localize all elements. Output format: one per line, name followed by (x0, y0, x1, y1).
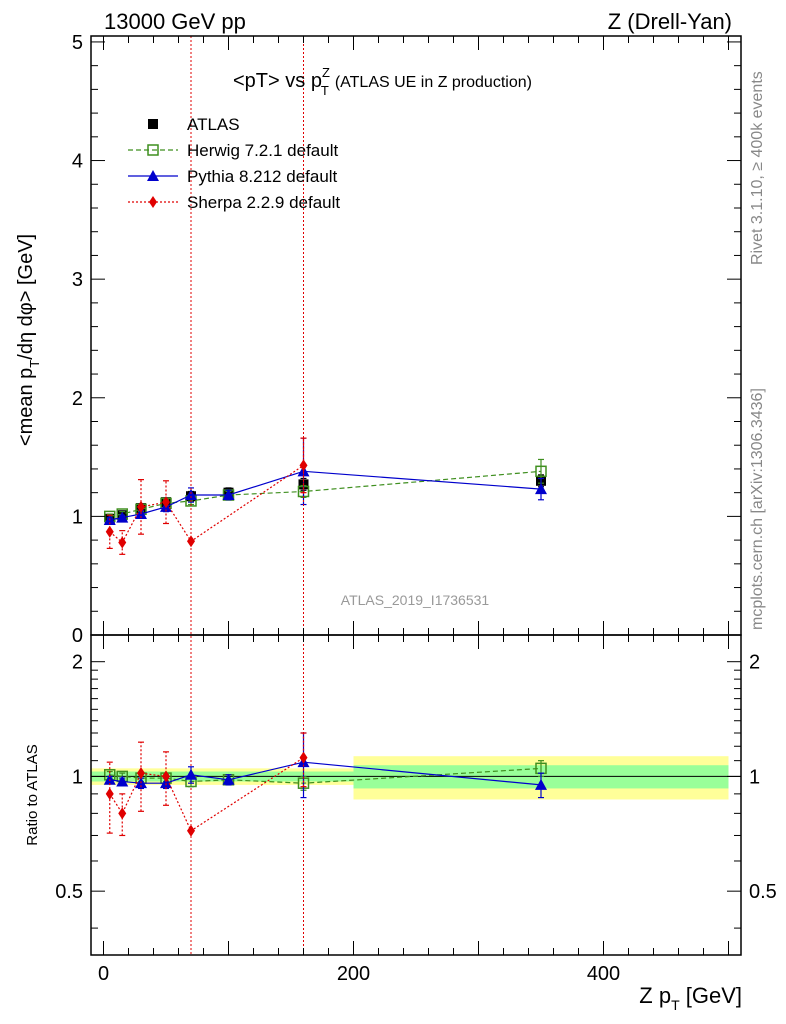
vertical-markers (190, 36, 304, 955)
ratio-y-tick-label-left: 2 (72, 652, 83, 674)
data-point (535, 778, 547, 790)
series-line-pythia (109, 470, 542, 521)
legend-marker-sherpa (149, 196, 157, 208)
series-pythia (103, 437, 547, 525)
plot-title-desc: (ATLAS UE in Z production) (335, 74, 532, 91)
header-right: Z (Drell-Yan) (608, 9, 732, 34)
data-point (116, 511, 129, 523)
y-tick-label: 5 (72, 32, 83, 54)
svg-text:<mean pT/dη dφ> [GeV]: <mean pT/dη dφ> [GeV] (15, 234, 42, 446)
data-point (222, 773, 235, 785)
legend: ATLAS Herwig 7.2.1 default Pythia 8.212 de… (128, 115, 340, 212)
data-point (118, 536, 127, 549)
ratio-y-tick-label-right: 0.5 (749, 881, 777, 903)
header-left: 13000 GeV pp (104, 9, 246, 34)
data-point (116, 775, 129, 787)
data-point (162, 496, 170, 509)
x-tick-label: 200 (337, 963, 370, 985)
main-ylabel: <mean pT/dη dφ> [GeV] (15, 234, 42, 446)
data-point (160, 777, 172, 789)
ratio-frame (90, 634, 742, 956)
main-panel: ATLAS_2019_I1736531 0 1 2 3 4 5 <pT> vs pZ T (A… (15, 32, 742, 955)
data-point (185, 768, 197, 780)
legend-label-atlas: ATLAS (187, 115, 240, 134)
x-tick-label: 0 (98, 963, 109, 985)
ratio-ylabel: Ratio to ATLAS (24, 744, 41, 845)
plot-title-main: <pT> vs p (233, 70, 322, 92)
plot-title: <pT> vs pZ T (ATLAS UE in Z production) (233, 65, 532, 98)
ratio-y-tick-label-right: 2 (749, 652, 760, 674)
data-point (105, 525, 114, 538)
x-axis-label: Z pT [GeV] (639, 983, 742, 1013)
y-tick-label: 3 (72, 269, 83, 291)
series-sherpa (105, 732, 308, 837)
data-point (162, 770, 170, 783)
data-point (118, 807, 127, 820)
data-point (299, 751, 308, 764)
series-line-herwig (109, 470, 542, 517)
x-tick-label: 400 (587, 963, 620, 985)
data-point (185, 489, 197, 501)
legend-label-pythia: Pythia 8.212 default (187, 167, 338, 186)
ratio-y-tick-label-right: 1 (749, 766, 760, 788)
y-tick-label: 1 (72, 506, 83, 528)
data-point (187, 824, 195, 837)
plot-title-sup: Z (322, 65, 330, 80)
legend-marker-atlas (148, 119, 158, 129)
y-tick-label: 2 (72, 388, 83, 410)
series-line-sherpa (109, 757, 304, 832)
legend-marker-pythia (147, 170, 159, 181)
y-tick-label: 4 (72, 151, 83, 173)
series-line-herwig (109, 767, 542, 784)
data-point (105, 787, 114, 800)
rivet-label: Rivet 3.1.10, ≥ 400k events (749, 71, 766, 265)
data-point (222, 489, 235, 501)
series-herwig (104, 458, 547, 523)
series-sherpa (105, 437, 308, 555)
ratio-y-tick-label-left: 0.5 (55, 881, 83, 903)
data-point (137, 500, 145, 513)
watermark: ATLAS_2019_I1736531 (341, 592, 490, 608)
plot-title-sub: T (321, 83, 329, 98)
ratio-y-tick-label-left: 1 (72, 766, 83, 788)
legend-label-sherpa: Sherpa 2.2.9 default (187, 193, 340, 212)
y-tick-label: 0 (72, 625, 83, 647)
legend-label-herwig: Herwig 7.2.1 default (187, 141, 338, 160)
data-point (535, 483, 547, 495)
legend-marker-herwig (147, 144, 159, 156)
mcplots-label: mcplots.cern.ch [arXiv:1306.3436] (749, 388, 766, 630)
data-point (137, 767, 145, 780)
ratio-panel: 0.5 0.5 1 1 2 2 0 200 400 Ratio to ATLAS Z pT [G… (24, 634, 777, 1013)
data-point (535, 465, 547, 478)
